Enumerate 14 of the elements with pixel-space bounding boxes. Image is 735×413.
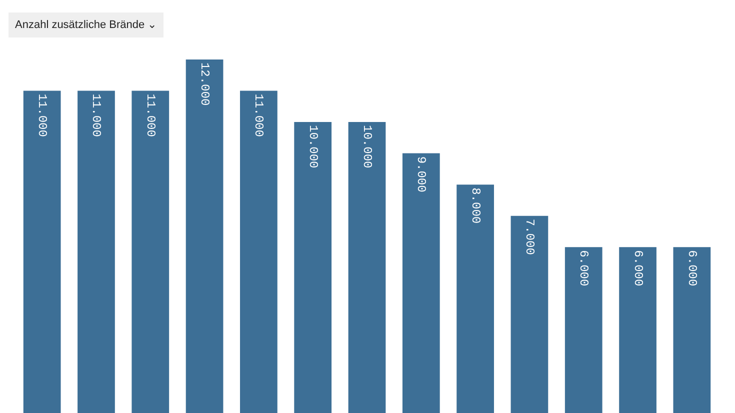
- data-label: 9.000: [414, 156, 428, 192]
- data-label: 12.000: [198, 62, 212, 106]
- data-label: 11.000: [35, 94, 50, 137]
- data-label: 8.000: [468, 188, 482, 224]
- data-label: 11.000: [89, 94, 104, 137]
- data-label: 6.000: [684, 250, 699, 286]
- data-label: 10.000: [360, 125, 374, 168]
- data-label: 10.000: [306, 125, 320, 168]
- data-label: 6.000: [576, 250, 591, 286]
- data-label: 11.000: [252, 94, 266, 137]
- data-label: 7.000: [522, 218, 536, 255]
- data-label: 6.000: [630, 250, 645, 286]
- data-label: 11.000: [143, 94, 158, 137]
- text: Anzahl zusätzliche Brände ⌄: [15, 19, 157, 31]
